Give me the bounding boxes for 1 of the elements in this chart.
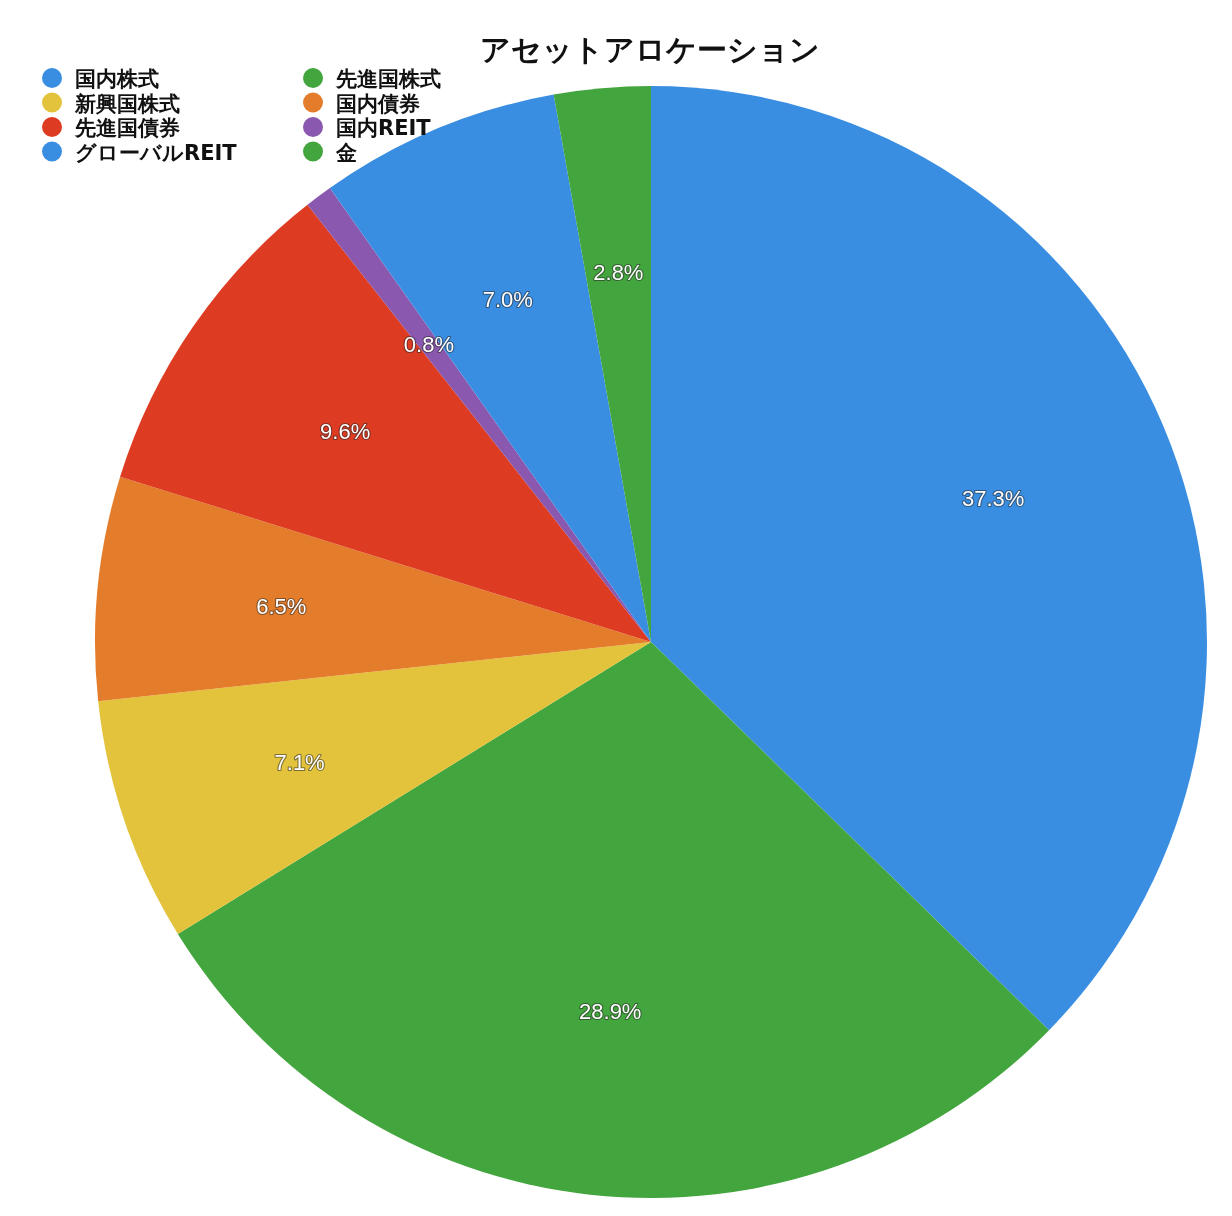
title: アセットアロケーション — [480, 32, 820, 67]
